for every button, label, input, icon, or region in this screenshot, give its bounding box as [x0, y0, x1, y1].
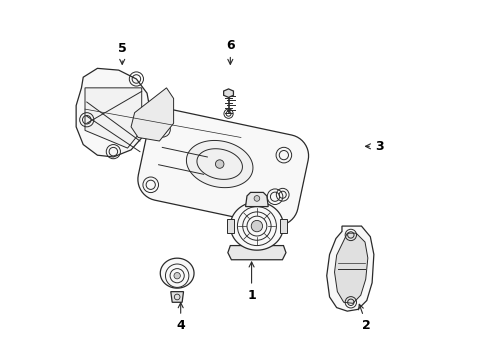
- Polygon shape: [227, 246, 285, 260]
- Text: 6: 6: [225, 39, 234, 64]
- Polygon shape: [226, 219, 233, 233]
- Polygon shape: [279, 219, 286, 233]
- Polygon shape: [245, 192, 268, 207]
- Polygon shape: [138, 109, 308, 226]
- Text: 2: 2: [358, 304, 370, 332]
- Polygon shape: [76, 68, 150, 157]
- Polygon shape: [223, 89, 233, 98]
- Circle shape: [251, 220, 262, 232]
- Polygon shape: [230, 202, 283, 250]
- Text: 5: 5: [118, 42, 126, 64]
- Circle shape: [174, 273, 180, 279]
- Text: 4: 4: [176, 303, 184, 332]
- Polygon shape: [170, 292, 183, 302]
- Text: 3: 3: [365, 140, 383, 153]
- Circle shape: [254, 195, 259, 201]
- Polygon shape: [326, 226, 373, 311]
- Polygon shape: [334, 233, 367, 303]
- Polygon shape: [85, 88, 142, 148]
- Circle shape: [215, 160, 224, 168]
- Polygon shape: [160, 258, 194, 288]
- Polygon shape: [186, 140, 252, 188]
- Text: 1: 1: [247, 262, 255, 302]
- Polygon shape: [131, 88, 173, 141]
